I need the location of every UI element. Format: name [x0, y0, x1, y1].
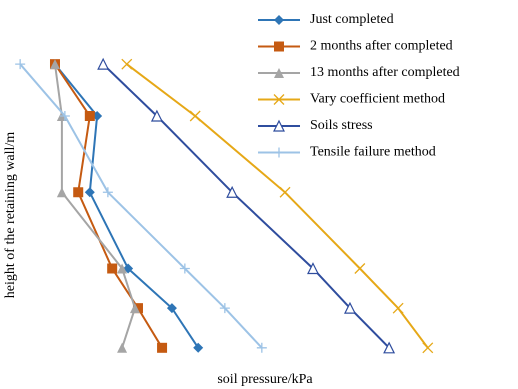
- series-line: [54, 64, 137, 349]
- data-point: [73, 187, 84, 198]
- legend-marker: [274, 68, 284, 78]
- data-point: [422, 342, 434, 354]
- data-point: [383, 341, 396, 354]
- data-point: [279, 186, 291, 198]
- legend-label: 2 months after completed: [310, 39, 453, 54]
- data-point: [107, 263, 118, 274]
- data-point: [121, 58, 133, 70]
- data-point: [150, 109, 163, 122]
- data-point: [226, 185, 239, 198]
- data-point: [179, 263, 190, 274]
- series-line: [126, 63, 429, 349]
- data-point: [49, 59, 60, 70]
- data-point: [157, 342, 168, 353]
- data-point: [117, 263, 128, 274]
- legend-label: Soils stress: [310, 118, 373, 133]
- data-point: [343, 301, 356, 314]
- legend-label: Vary coefficient method: [310, 92, 445, 107]
- legend-marker: [273, 119, 285, 132]
- legend-marker: [274, 15, 284, 25]
- data-point: [129, 303, 140, 314]
- legend-marker: [273, 94, 285, 105]
- data-point: [256, 342, 267, 353]
- legend-marker: [274, 41, 284, 52]
- data-point: [59, 111, 70, 121]
- series-line: [102, 63, 390, 349]
- data-point: [56, 187, 67, 198]
- data-point: [84, 111, 95, 121]
- legend-label: Tensile failure method: [310, 145, 436, 160]
- data-point: [166, 303, 177, 314]
- data-point: [132, 303, 143, 314]
- data-point: [354, 263, 366, 274]
- data-point: [102, 187, 113, 198]
- data-point: [84, 187, 95, 198]
- data-point: [392, 302, 404, 314]
- data-point: [15, 59, 26, 70]
- data-point: [97, 57, 110, 70]
- legend-label: Just completed: [310, 12, 394, 27]
- data-point: [193, 342, 204, 353]
- data-point: [117, 342, 128, 353]
- x-axis-label: soil pressure/kPa: [217, 372, 313, 387]
- y-axis-label: height of the retaining wall/m: [3, 132, 18, 299]
- series-line: [54, 63, 163, 349]
- series-line: [19, 63, 263, 349]
- legend-marker: [274, 147, 284, 158]
- data-point: [307, 262, 319, 275]
- data-point: [219, 303, 230, 314]
- series-line: [54, 63, 200, 349]
- data-point: [189, 110, 201, 122]
- legend-label: 13 months after completed: [310, 65, 460, 80]
